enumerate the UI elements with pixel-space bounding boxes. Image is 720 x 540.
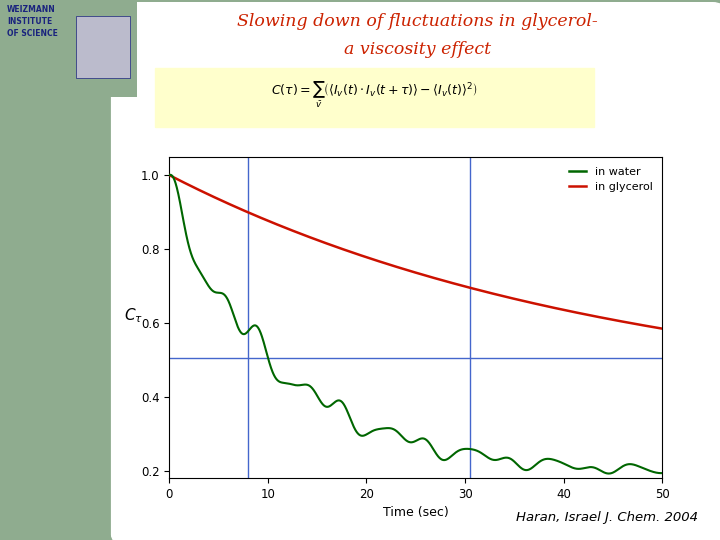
Legend: in water, in glycerol: in water, in glycerol: [564, 162, 657, 197]
Bar: [0, 0, 137, 97]
Text: WEIZMANN
INSTITUTE
OF SCIENCE: WEIZMANN INSTITUTE OF SCIENCE: [7, 5, 58, 38]
Bar: [76, 16, 130, 78]
FancyBboxPatch shape: [112, 3, 720, 540]
Text: Slowing down of fluctuations in glycerol-: Slowing down of fluctuations in glycerol…: [237, 14, 598, 30]
Text: Haran, Israel J. Chem. 2004: Haran, Israel J. Chem. 2004: [516, 511, 698, 524]
X-axis label: Time (sec): Time (sec): [383, 506, 449, 519]
FancyBboxPatch shape: [155, 68, 594, 127]
Text: $C(\tau) = \sum_{\bar{v}} \left(\langle I_v(t) \cdot I_v(t+\tau) \rangle - \lang: $C(\tau) = \sum_{\bar{v}} \left(\langle …: [271, 79, 478, 110]
Text: $C_\tau$: $C_\tau$: [124, 307, 143, 325]
Text: a viscosity effect: a viscosity effect: [344, 40, 491, 57]
